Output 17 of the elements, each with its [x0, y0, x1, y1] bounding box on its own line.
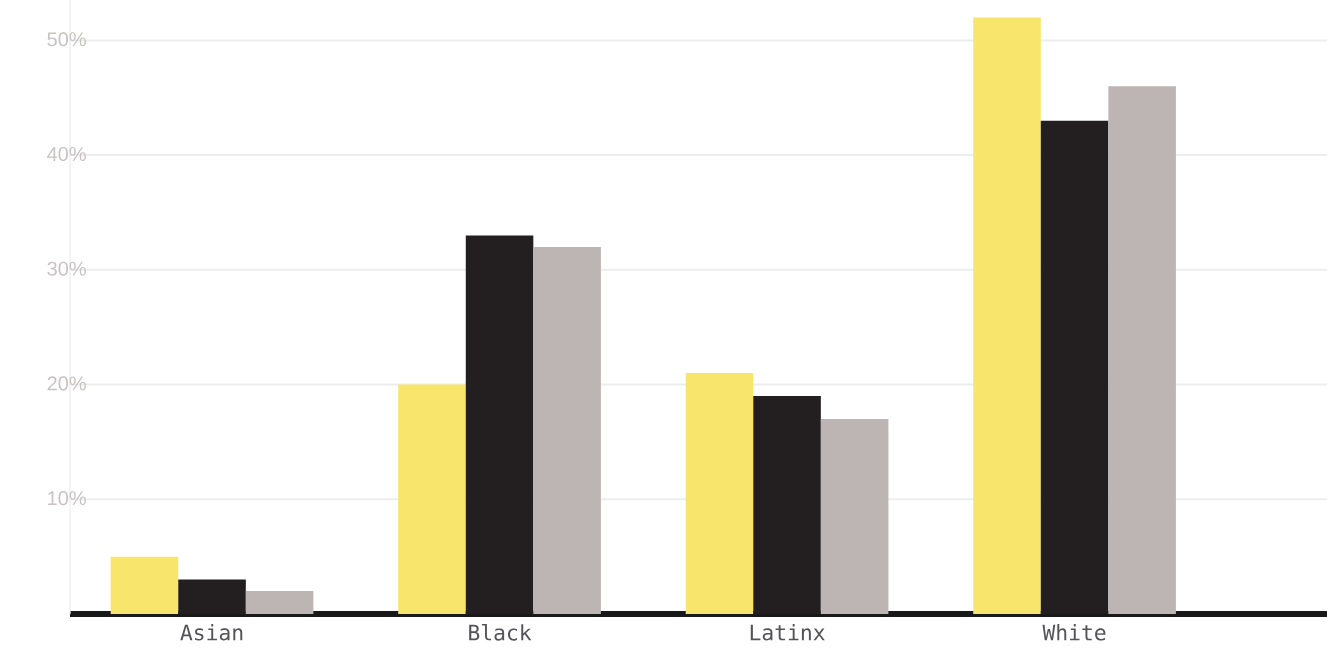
bar — [1108, 86, 1176, 614]
x-tick-label: Latinx — [750, 624, 825, 641]
x-tick-label: Asian — [180, 624, 243, 641]
bar — [110, 556, 179, 614]
y-tick-label: 40% — [47, 146, 86, 162]
bar — [398, 384, 466, 614]
bar — [685, 373, 754, 614]
y-tick-label: 50% — [47, 32, 86, 47]
y-tick-label: 10% — [48, 491, 86, 506]
bar — [533, 246, 601, 614]
bar — [245, 591, 314, 614]
y-tick-label: 30% — [47, 261, 86, 276]
x-tick-label: White — [1042, 624, 1106, 641]
x-tick-label: Black — [469, 624, 532, 641]
bar — [973, 17, 1041, 614]
bar — [820, 418, 889, 614]
y-tick-label: 20% — [47, 376, 86, 391]
